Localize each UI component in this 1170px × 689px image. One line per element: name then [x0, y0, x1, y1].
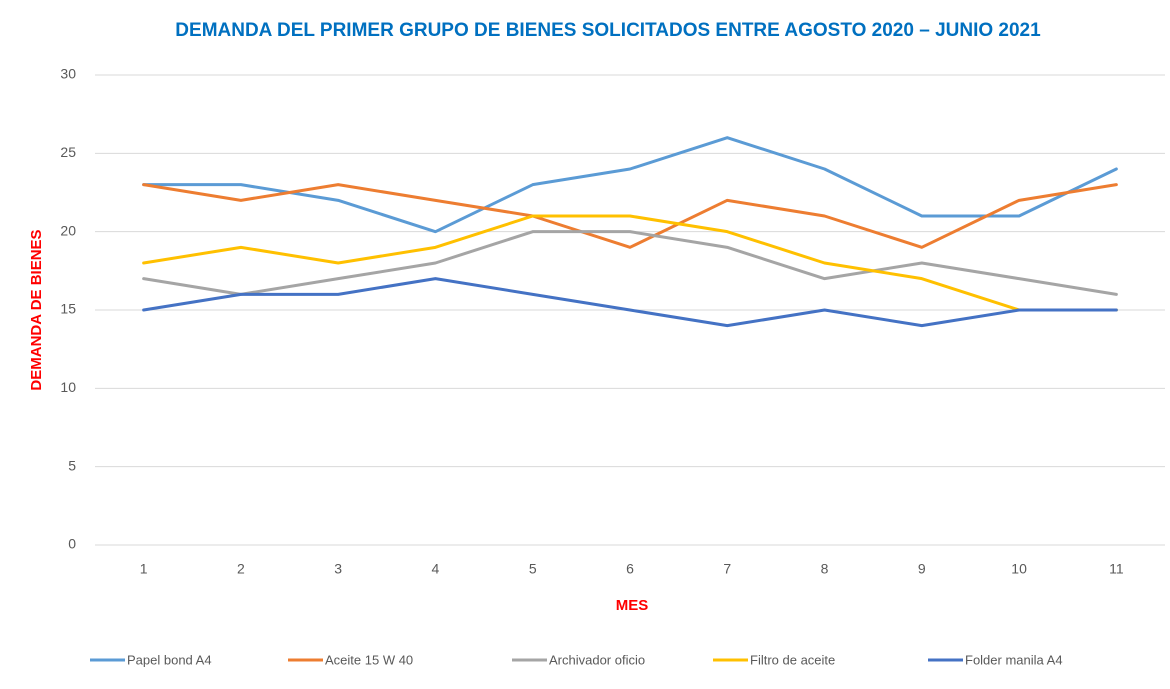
y-tick-label: 30	[60, 66, 76, 82]
series-line	[142, 214, 1118, 312]
x-tick-label: 7	[723, 561, 731, 577]
legend-label: Folder manila A4	[965, 652, 1063, 667]
x-tick-label: 11	[1109, 561, 1124, 577]
legend-label: Archivador oficio	[549, 652, 645, 667]
x-tick-label: 8	[821, 561, 829, 577]
x-tick-label: 9	[918, 561, 926, 577]
legend-label: Filtro de aceite	[750, 652, 835, 667]
x-tick-label: 10	[1011, 561, 1027, 577]
x-tick-label: 1	[140, 561, 148, 577]
x-tick-label: 6	[626, 561, 634, 577]
x-tick-label: 4	[432, 561, 440, 577]
y-tick-label: 20	[60, 222, 76, 238]
series-line	[142, 277, 1118, 328]
x-tick-label: 2	[237, 561, 245, 577]
y-tick-label: 10	[60, 379, 76, 395]
y-tick-label: 25	[60, 144, 76, 160]
y-tick-label: 5	[68, 457, 76, 473]
chart-title: DEMANDA DEL PRIMER GRUPO DE BIENES SOLIC…	[175, 20, 1041, 41]
legend-label: Papel bond A4	[127, 652, 212, 667]
y-axis-title: DEMANDA DE BIENES	[28, 229, 45, 390]
y-tick-label: 15	[60, 301, 76, 317]
x-axis-title: MES	[616, 597, 649, 614]
series-line	[142, 136, 1118, 234]
x-tick-label: 5	[529, 561, 537, 577]
legend-label: Aceite 15 W 40	[325, 652, 413, 667]
y-tick-label: 0	[68, 536, 76, 552]
x-tick-label: 3	[334, 561, 342, 577]
series-line	[142, 183, 1118, 249]
series-line	[142, 230, 1118, 296]
